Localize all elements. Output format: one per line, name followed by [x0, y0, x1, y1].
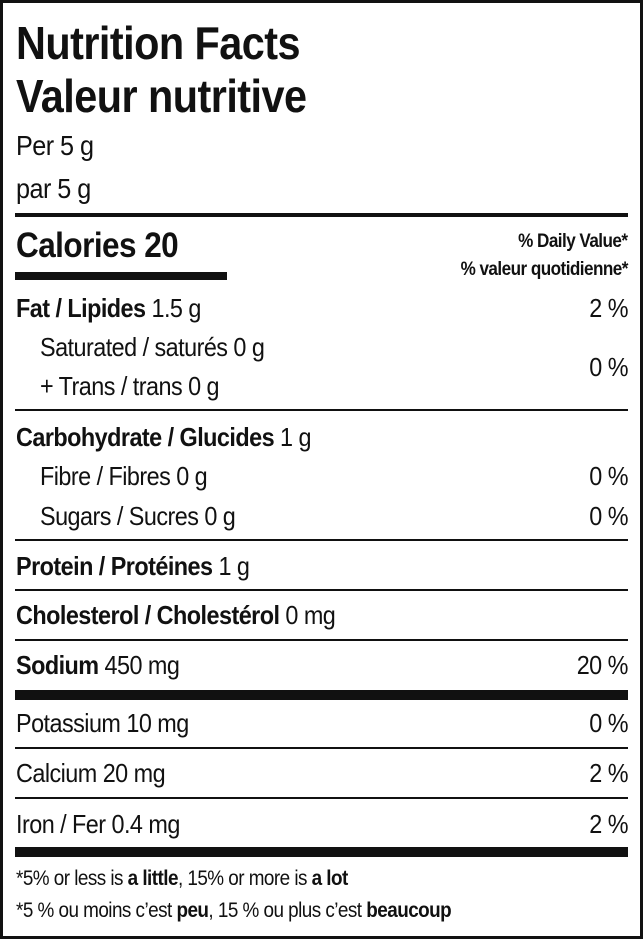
- daily-value-fr: % valeur quotidienne*: [460, 259, 629, 280]
- sodium-dv: 20 %: [576, 650, 629, 680]
- sugars-label: Sugars / Sucres: [40, 501, 199, 531]
- trans-label: + Trans / trans: [40, 371, 183, 401]
- sat-trans-dv: 0 %: [589, 352, 628, 382]
- sugars-amount: 0 g: [204, 501, 236, 531]
- iron-dv: 2 %: [589, 809, 628, 839]
- fat-amount: 1.5 g: [151, 293, 201, 323]
- calories-value: 20: [144, 226, 179, 265]
- footnote-bold: a lot: [311, 867, 349, 890]
- title-en: Nutrition Facts: [16, 17, 301, 69]
- sodium-row: Sodium 450 mg: [16, 650, 180, 680]
- divider: [15, 539, 628, 541]
- sodium-label: Sodium: [16, 650, 99, 680]
- fibre-label: Fibre / Fibres: [40, 461, 171, 491]
- calories-underline: [15, 272, 227, 280]
- calcium-row: Calcium 20 mg: [16, 758, 166, 788]
- divider: [15, 589, 628, 591]
- divider: [15, 797, 628, 799]
- saturated-label: Saturated / saturés: [40, 332, 228, 362]
- iron-row: Iron / Fer 0.4 mg: [16, 811, 180, 837]
- cholesterol-label: Cholesterol / Cholestérol: [16, 600, 280, 630]
- divider: [15, 747, 628, 749]
- calcium-dv: 2 %: [589, 758, 628, 788]
- footnote-text: , 15 % ou plus c’est: [208, 899, 367, 922]
- potassium-dv: 0 %: [589, 708, 628, 738]
- protein-amount: 1 g: [218, 551, 250, 581]
- calories-label: Calories: [16, 226, 137, 265]
- trans-row: + Trans / trans 0 g: [40, 371, 220, 401]
- iron-label: Iron / Fer: [16, 809, 106, 839]
- potassium-label: Potassium: [16, 708, 121, 738]
- fat-label: Fat / Lipides: [16, 293, 146, 323]
- protein-row: Protein / Protéines 1 g: [16, 551, 250, 581]
- saturated-row: Saturated / saturés 0 g: [40, 332, 265, 362]
- footnote-text: *5 % ou moins c’est: [16, 899, 177, 922]
- daily-value-en: % Daily Value*: [518, 231, 629, 252]
- saturated-amount: 0 g: [233, 332, 265, 362]
- serving-fr: par 5 g: [16, 173, 91, 204]
- calories: Calories 20: [16, 226, 179, 265]
- calcium-label: Calcium: [16, 758, 97, 788]
- divider-thick: [15, 690, 628, 700]
- sugars-dv: 0 %: [589, 501, 628, 531]
- carbohydrate-amount: 1 g: [280, 422, 311, 452]
- carbohydrate-label: Carbohydrate / Glucides: [16, 422, 275, 452]
- carbohydrate-row: Carbohydrate / Glucides 1 g: [16, 424, 311, 450]
- cholesterol-row: Cholesterol / Cholestérol 0 mg: [16, 600, 336, 630]
- potassium-row: Potassium 10 mg: [16, 710, 189, 736]
- fibre-dv: 0 %: [589, 461, 628, 491]
- iron-amount: 0.4 mg: [111, 809, 180, 839]
- sodium-amount: 450 mg: [104, 650, 180, 680]
- footnote-en: *5% or less is a little, 15% or more is …: [16, 868, 348, 889]
- divider-thick: [15, 847, 628, 857]
- footnote-bold: beaucoup: [366, 899, 452, 922]
- fat-dv: 2 %: [589, 293, 628, 323]
- title-fr: Valeur nutritive: [16, 70, 307, 122]
- divider: [15, 409, 628, 411]
- footnote-bold: peu: [176, 899, 209, 922]
- sugars-row: Sugars / Sucres 0 g: [40, 501, 236, 531]
- fibre-row: Fibre / Fibres 0 g: [40, 461, 208, 491]
- trans-amount: 0 g: [188, 371, 219, 401]
- divider: [15, 639, 628, 641]
- fat-row: Fat / Lipides 1.5 g: [16, 295, 201, 321]
- potassium-amount: 10 mg: [126, 708, 189, 738]
- cholesterol-amount: 0 mg: [285, 600, 336, 630]
- footnote-text: , 15% or more is: [177, 867, 312, 890]
- footnote-text: *5% or less is: [16, 867, 128, 890]
- protein-label: Protein / Protéines: [16, 551, 213, 581]
- calcium-amount: 20 mg: [102, 758, 166, 788]
- fibre-amount: 0 g: [176, 461, 208, 491]
- footnote-fr: *5 % ou moins c’est peu, 15 % ou plus c’…: [16, 899, 452, 922]
- divider-thick: [15, 213, 628, 217]
- serving-en: Per 5 g: [16, 130, 94, 161]
- footnote-bold: a little: [127, 867, 179, 890]
